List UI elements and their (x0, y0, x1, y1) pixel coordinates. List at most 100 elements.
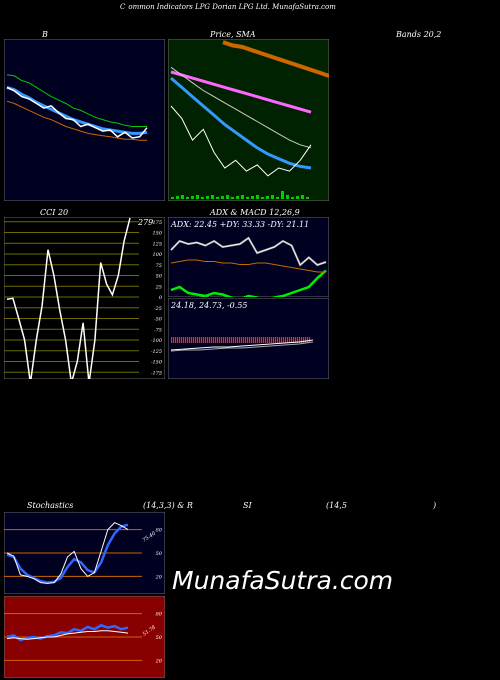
macd-label: 24.18, 24.73, -0.55 (170, 301, 248, 310)
macd-histogram-bar (215, 337, 217, 343)
volume-bar (256, 195, 259, 199)
macd-histogram-bar (285, 337, 287, 343)
volume-bar (171, 197, 174, 199)
macd-histogram-bar (263, 337, 265, 343)
macd-histogram-bar (239, 337, 241, 343)
macd-histogram-bar (171, 337, 173, 343)
macd-histogram-bar (279, 337, 281, 343)
volume-bar (306, 197, 309, 199)
plus-di-line-inner (170, 237, 327, 266)
rsi-line (6, 623, 129, 642)
volume-bar (266, 196, 269, 199)
volume-bar (191, 196, 194, 199)
macd-histogram-bar (221, 337, 223, 343)
close-paren: ) (433, 501, 437, 510)
cci-tick-label: -125 (151, 349, 162, 355)
macd-histogram-bar (271, 337, 273, 343)
volume-bar (271, 195, 274, 199)
volume-bar (186, 197, 189, 199)
cci-tick-label: -175 (151, 370, 162, 376)
volume-bar (236, 196, 239, 199)
cci-tick-label: -50 (154, 317, 163, 323)
stoch-tick-label: 80 (156, 528, 163, 534)
title-rest: ommon Indicators LPG Dorian LPG Ltd. Mun… (128, 3, 336, 11)
price-sma-bg (168, 39, 329, 201)
volume-bar (276, 197, 279, 199)
sma-blue-line (170, 76, 312, 170)
stochastics-title: Stochastics (27, 501, 74, 510)
macd-histogram-bar (191, 337, 193, 343)
macd-line (170, 339, 314, 351)
bollinger-bg (4, 39, 165, 201)
macd-histogram-bar (201, 337, 203, 343)
volume-bar (226, 195, 229, 199)
macd-histogram-bar (253, 337, 255, 343)
cci-title: CCI 20 (40, 208, 69, 217)
volume-bar (216, 197, 219, 199)
volume-bar (281, 191, 284, 199)
macd-histogram-bar (195, 337, 197, 343)
sma-pink-line (170, 70, 312, 114)
macd-histogram-bar (185, 337, 187, 343)
cci-panel: 175 150 125 100 75 50 25 0 -25 -50 -75 -100 -125 -150… (4, 217, 165, 379)
macd-histogram-bar (197, 337, 199, 343)
macd-histogram-bar (291, 337, 293, 343)
macd-histogram-bar (301, 337, 303, 343)
stoch-params: (14,3,3) & R (143, 501, 193, 510)
macd-histogram-bar (217, 337, 219, 343)
macd-histogram-bar (177, 337, 179, 343)
macd-histogram-bar (213, 337, 215, 343)
macd-histogram-bar (299, 337, 301, 343)
macd-histogram-bar (231, 337, 233, 343)
rsi-tick-label: 50 (156, 635, 163, 641)
cci-tick-label: 50 (156, 274, 163, 280)
macd-histogram-bar (179, 337, 181, 343)
volume-bar (246, 197, 249, 199)
cci-tick-label: 100 (152, 252, 162, 258)
si-title: SI (243, 501, 252, 510)
macd-histogram-bar (183, 337, 185, 343)
macd-histogram-bar (181, 337, 183, 343)
rsi-signal-line (6, 630, 129, 640)
macd-histogram-bar (305, 337, 307, 343)
volume-bar (206, 196, 209, 199)
macd-histogram-bar (297, 337, 299, 343)
cci-tick-label: 125 (152, 241, 162, 247)
adx-bg (168, 217, 329, 297)
macd-histogram-bar (237, 337, 239, 343)
sma-orange-line (222, 40, 329, 78)
macd-histogram-bar (247, 337, 249, 343)
cci-tick-label: 25 (155, 284, 162, 290)
cci-tick-label: -100 (151, 338, 163, 344)
price-line (170, 105, 312, 177)
macd-histogram-bar (275, 337, 277, 343)
macd-histogram-bar (295, 337, 297, 343)
cci-tick-label: 150 (152, 231, 162, 237)
volume-bar (241, 195, 244, 199)
macd-histogram-bar (269, 337, 271, 343)
macd-histogram-bar (193, 337, 195, 343)
macd-histogram-bar (229, 337, 231, 343)
volume-bar (286, 195, 289, 199)
cci-tick-label: 75 (156, 263, 162, 269)
macd-histogram-bar (211, 337, 213, 343)
adx-line (170, 259, 326, 273)
macd-histogram-bar (203, 337, 205, 343)
cci-tick-label: -25 (154, 306, 162, 312)
macd-histogram-bar (173, 337, 175, 343)
price-sma-title: Price, SMA (210, 30, 256, 39)
macd-histogram-bar (249, 337, 251, 343)
macd-histogram-bar (261, 337, 263, 343)
volume-bar (301, 195, 304, 199)
volume-bar (181, 195, 184, 199)
macd-histogram-bar (257, 337, 259, 343)
macd-histogram-bar (293, 337, 295, 343)
stoch-tick-label: 20 (155, 574, 163, 580)
macd-signal-line (170, 341, 314, 352)
adx-panel: ADX: 22.45 +DY: 33.33 -DY: 21.11 (168, 217, 329, 297)
macd-histogram-bar (245, 337, 247, 343)
watermark: MunafaSutra.com (172, 566, 394, 595)
macd-histogram-bar (277, 337, 279, 343)
